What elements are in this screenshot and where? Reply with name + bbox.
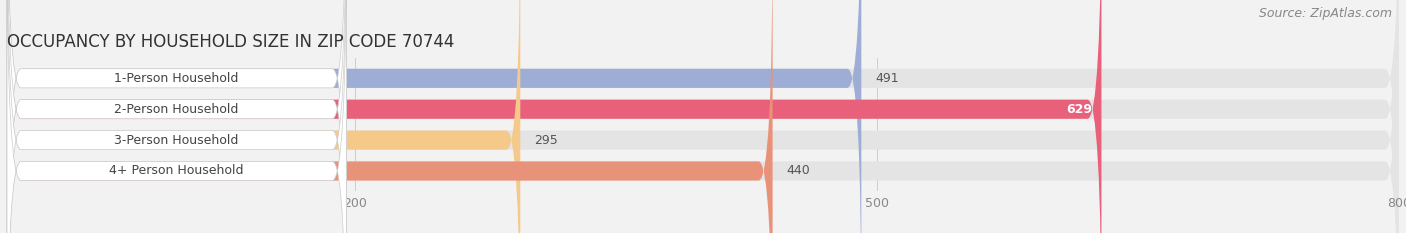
FancyBboxPatch shape (7, 0, 346, 233)
FancyBboxPatch shape (7, 0, 1399, 233)
FancyBboxPatch shape (7, 0, 773, 233)
FancyBboxPatch shape (7, 0, 346, 233)
FancyBboxPatch shape (7, 0, 346, 233)
Text: 295: 295 (534, 134, 558, 147)
Text: 1-Person Household: 1-Person Household (114, 72, 239, 85)
FancyBboxPatch shape (7, 0, 1399, 233)
Text: 629: 629 (1067, 103, 1092, 116)
Text: OCCUPANCY BY HOUSEHOLD SIZE IN ZIP CODE 70744: OCCUPANCY BY HOUSEHOLD SIZE IN ZIP CODE … (7, 33, 454, 51)
Text: 440: 440 (786, 164, 810, 178)
FancyBboxPatch shape (7, 0, 1101, 233)
Text: 3-Person Household: 3-Person Household (114, 134, 239, 147)
Text: 2-Person Household: 2-Person Household (114, 103, 239, 116)
Text: Source: ZipAtlas.com: Source: ZipAtlas.com (1258, 7, 1392, 20)
Text: 491: 491 (876, 72, 898, 85)
FancyBboxPatch shape (7, 0, 1399, 233)
FancyBboxPatch shape (7, 0, 520, 233)
FancyBboxPatch shape (7, 0, 346, 233)
FancyBboxPatch shape (7, 0, 862, 233)
Text: 4+ Person Household: 4+ Person Household (110, 164, 243, 178)
FancyBboxPatch shape (7, 0, 1399, 233)
